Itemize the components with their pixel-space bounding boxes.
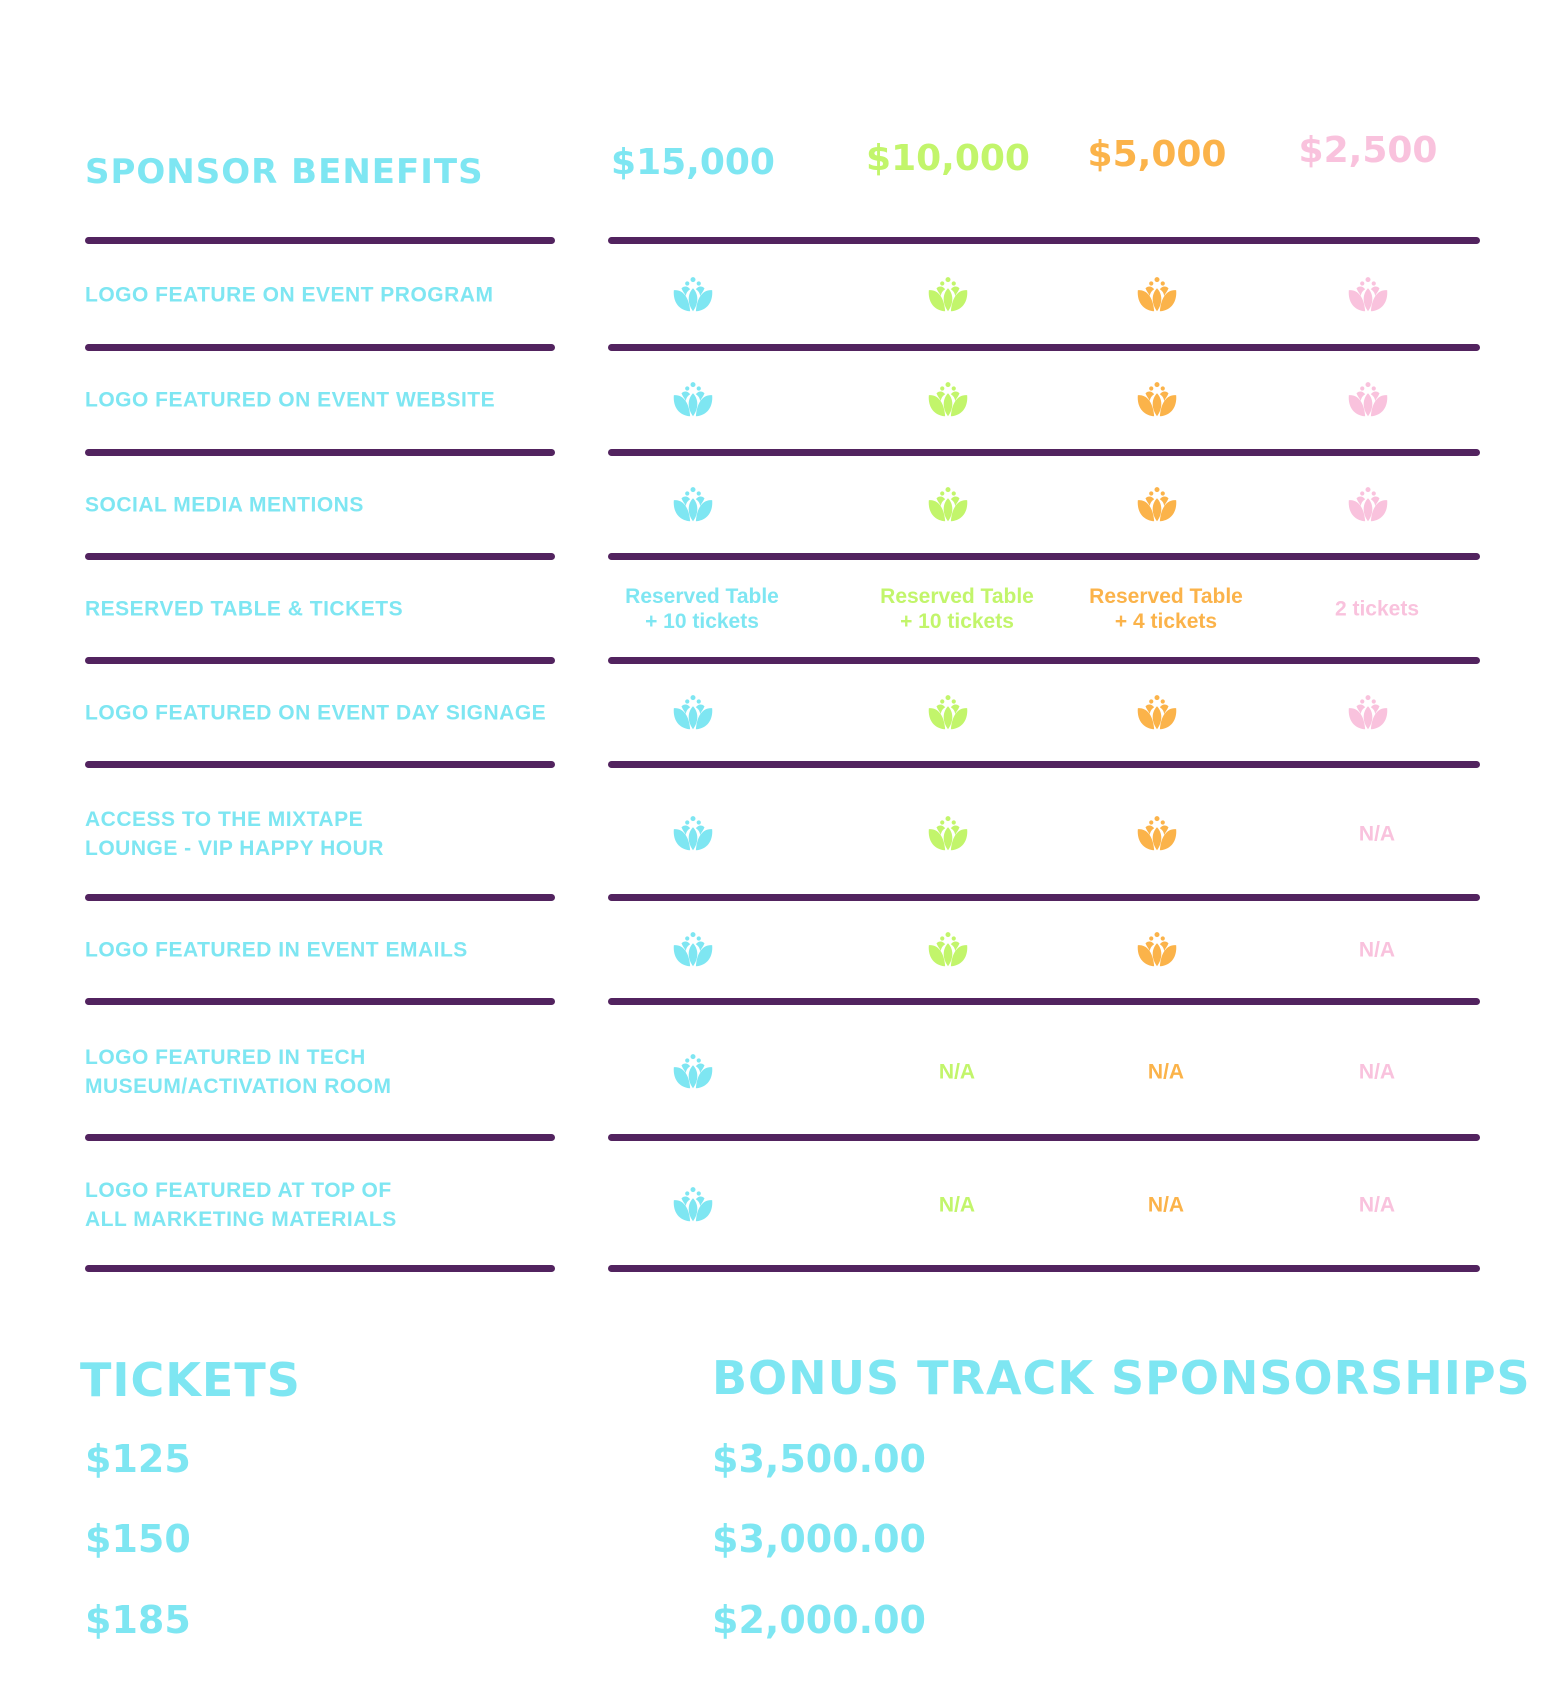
cell-line: N/A <box>1147 1193 1185 1217</box>
row-divider-left <box>85 1265 555 1272</box>
lotus-icon <box>1345 485 1391 525</box>
lotus-icon <box>670 275 716 315</box>
cell-line: + 10 tickets <box>645 610 759 633</box>
tickets-title: TICKETS <box>80 1353 301 1407</box>
cell-line: Reserved Table <box>1089 585 1243 608</box>
tier-price-5000: $5,000 <box>1087 134 1227 175</box>
benefit-label: LOGO FEATURE ON EVENT PROGRAM <box>85 283 494 307</box>
bonus-track-title: BONUS TRACK SPONSORSHIPS <box>712 1351 1531 1405</box>
row-divider-right <box>608 237 1480 244</box>
row-divider-left <box>85 894 555 901</box>
row-divider-right <box>608 998 1480 1005</box>
benefit-cell-text: N/A <box>1148 1193 1184 1218</box>
lotus-icon <box>925 814 971 854</box>
cell-line: N/A <box>1358 1193 1396 1217</box>
row-divider-left <box>85 449 555 456</box>
lotus-icon <box>1345 693 1391 733</box>
tier-price-10000: $10,000 <box>866 138 1030 179</box>
cell-line: N/A <box>938 1060 976 1084</box>
row-divider-right <box>608 761 1480 768</box>
bonus-price: $3,500.00 <box>712 1437 926 1481</box>
row-divider-right <box>608 1265 1480 1272</box>
ticket-price: $185 <box>85 1598 191 1642</box>
lotus-icon <box>1134 930 1180 970</box>
row-divider-left <box>85 761 555 768</box>
row-divider-left <box>85 553 555 560</box>
benefit-cell-text: Reserved Table + 4 tickets <box>1089 584 1243 634</box>
row-divider-right <box>608 449 1480 456</box>
cell-line: + 10 tickets <box>900 610 1014 633</box>
row-divider-left <box>85 237 555 244</box>
row-divider-right <box>608 1134 1480 1141</box>
row-divider-left <box>85 1134 555 1141</box>
lotus-icon <box>1345 380 1391 420</box>
lotus-icon <box>925 693 971 733</box>
benefit-cell-text: Reserved Table + 10 tickets <box>880 584 1034 634</box>
lotus-icon <box>1134 693 1180 733</box>
benefit-label: LOGO FEATURED IN TECH MUSEUM/ACTIVATION … <box>85 1046 392 1098</box>
cell-line: + 4 tickets <box>1114 610 1218 633</box>
ticket-price: $150 <box>85 1517 191 1561</box>
cell-line: Reserved Table <box>625 585 779 608</box>
benefit-label: LOGO FEATURED ON EVENT DAY SIGNAGE <box>85 701 547 725</box>
benefit-label: LOGO FEATURED ON EVENT WEBSITE <box>85 388 496 412</box>
benefit-label: RESERVED TABLE & TICKETS <box>85 597 404 621</box>
tier-price-2500: $2,500 <box>1298 130 1438 171</box>
lotus-icon <box>925 380 971 420</box>
row-divider-left <box>85 344 555 351</box>
bonus-price: $3,000.00 <box>712 1517 926 1561</box>
benefit-cell-text: N/A <box>1148 1060 1184 1085</box>
cell-line: 2 tickets <box>1334 597 1420 621</box>
cell-line: N/A <box>1358 1060 1396 1084</box>
lotus-icon <box>670 485 716 525</box>
benefit-cell-text: N/A <box>939 1060 975 1085</box>
row-divider-left <box>85 657 555 664</box>
benefit-cell-text: N/A <box>1359 938 1395 963</box>
tier-price-15000: $15,000 <box>611 142 775 183</box>
row-divider-left <box>85 998 555 1005</box>
benefit-cell-text: N/A <box>1359 1193 1395 1218</box>
benefit-cell-text: N/A <box>1359 1060 1395 1085</box>
lotus-icon <box>1134 485 1180 525</box>
bonus-price: $2,000.00 <box>712 1598 926 1642</box>
benefit-label: LOGO FEATURED IN EVENT EMAILS <box>85 938 468 962</box>
lotus-icon <box>925 485 971 525</box>
row-divider-right <box>608 657 1480 664</box>
row-divider-right <box>608 894 1480 901</box>
benefit-cell-text: N/A <box>1359 822 1395 847</box>
lotus-icon <box>670 814 716 854</box>
cell-line: Reserved Table <box>880 585 1034 608</box>
benefit-label: ACCESS TO THE MIXTAPE LOUNGE - VIP HAPPY… <box>85 808 384 860</box>
cell-line: N/A <box>938 1193 976 1217</box>
lotus-icon <box>670 693 716 733</box>
benefit-cell-text: 2 tickets <box>1335 597 1419 622</box>
lotus-icon <box>1345 275 1391 315</box>
lotus-icon <box>925 930 971 970</box>
lotus-icon <box>670 1052 716 1092</box>
ticket-price: $125 <box>85 1437 191 1481</box>
lotus-icon <box>1134 380 1180 420</box>
cell-line: N/A <box>1358 822 1396 846</box>
benefit-label: SOCIAL MEDIA MENTIONS <box>85 493 364 517</box>
row-divider-right <box>608 553 1480 560</box>
cell-line: N/A <box>1147 1060 1185 1084</box>
row-divider-right <box>608 344 1480 351</box>
benefit-cell-text: Reserved Table + 10 tickets <box>625 584 779 634</box>
cell-line: N/A <box>1358 938 1396 962</box>
benefit-cell-text: N/A <box>939 1193 975 1218</box>
lotus-icon <box>1134 275 1180 315</box>
lotus-icon <box>1134 814 1180 854</box>
lotus-icon <box>670 930 716 970</box>
benefit-label: LOGO FEATURED AT TOP OF ALL MARKETING MA… <box>85 1179 397 1231</box>
lotus-icon <box>925 275 971 315</box>
lotus-icon <box>670 380 716 420</box>
sponsor-benefits-heading: SPONSOR BENEFITS <box>85 152 484 192</box>
lotus-icon <box>670 1185 716 1225</box>
